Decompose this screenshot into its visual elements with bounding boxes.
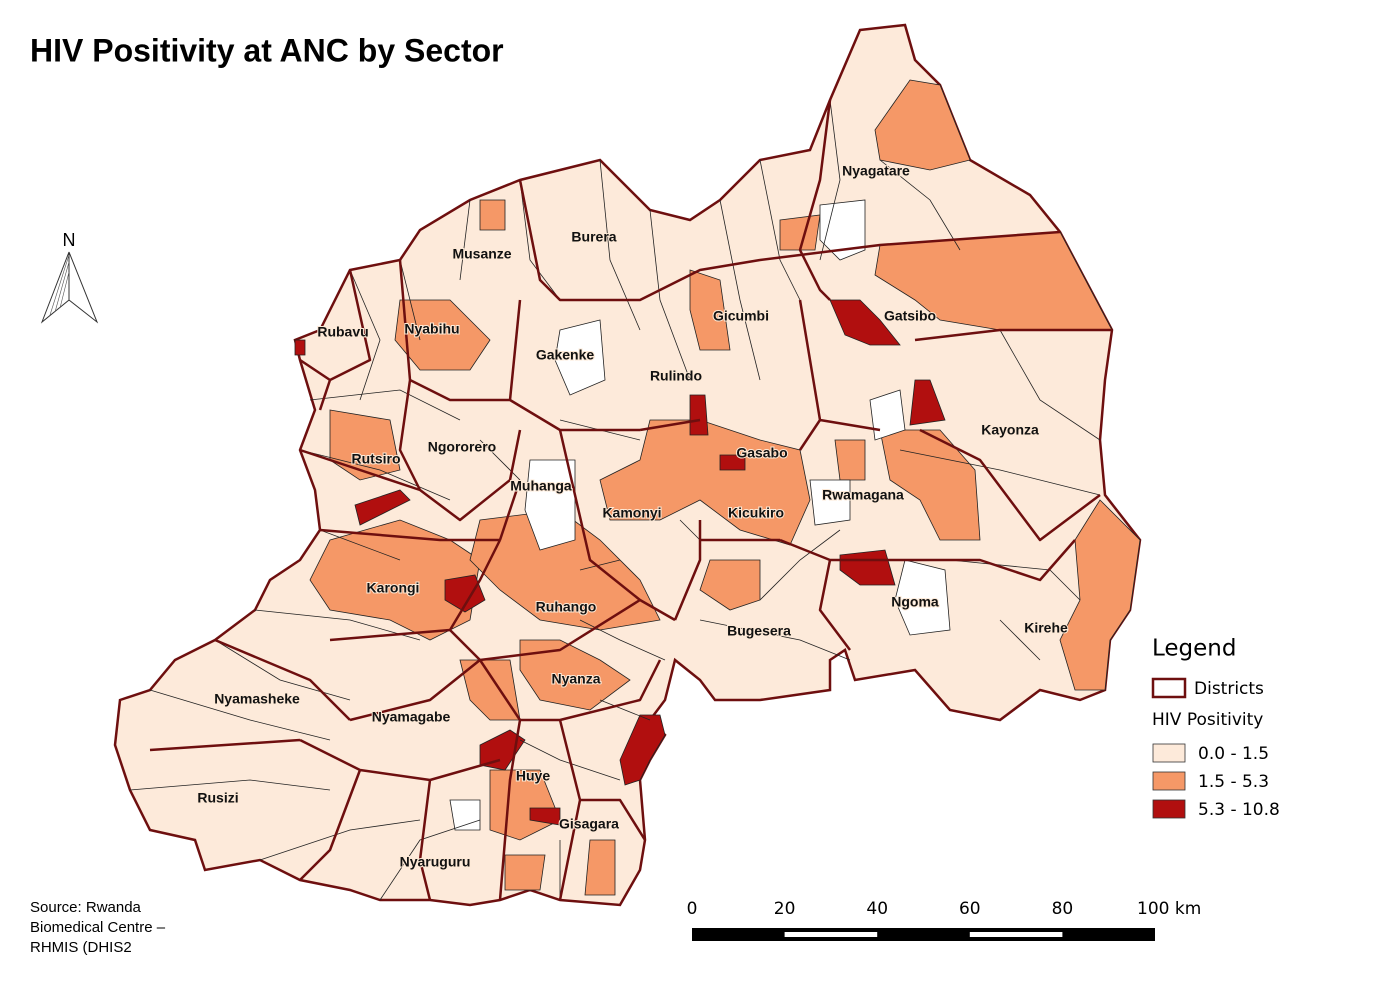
legend: Legend Districts HIV Positivity 0.0 - 1.… [1151,636,1280,820]
district-label: Ngororero [428,439,496,455]
legend-label: 0.0 - 1.5 [1198,744,1269,764]
sector [619,714,666,786]
district-label: Nyamasheke [214,691,300,707]
district-labels: Nyagatare Burera Musanze Gicumbi Gatsibo… [196,162,1069,871]
scale-bar-label: 80 [1052,899,1074,919]
sectors [294,79,1141,896]
source-note: Source: Rwanda Biomedical Centre – RHMIS (… [30,899,166,956]
scale-bar: 0 20 40 60 80 100 km [687,899,1201,941]
sector [519,639,631,711]
scale-bar-label: 100 km [1137,899,1201,919]
district-label: Muhanga [510,478,572,494]
legend-swatch [1152,743,1186,763]
district-label: Gicumbi [713,308,769,324]
district-label: Karongi [367,580,420,596]
district-label: Musanze [452,246,511,262]
legend-title: Legend [1152,636,1237,662]
scale-bar-segment [969,932,1063,937]
sector [1059,499,1141,691]
sector [779,214,821,251]
legend-label: 5.3 - 10.8 [1198,800,1280,820]
map-title: HIV Positivity at ANC by Sector [30,32,504,68]
sector [479,199,506,231]
scale-bar-frame [692,928,1155,941]
scale-bar-label: 40 [866,899,888,919]
sector [874,79,971,171]
district-label: Rutsiro [352,451,401,467]
sector [909,379,946,426]
district-label: Rwamagana [822,487,904,503]
district-label: Burera [571,229,616,245]
district-label: Kicukiro [728,505,784,521]
district-label: Nyanza [551,671,600,687]
district-label: Kayonza [981,422,1039,438]
source-line: Source: Rwanda [30,899,142,916]
no-data-area [449,799,481,831]
scale-bar-segment [784,932,878,937]
source-line: Biomedical Centre – [30,919,166,936]
district-label: Ruhango [536,599,597,615]
sector [599,419,811,546]
district-label: Kamonyi [602,505,661,521]
legend-swatch [1152,771,1186,791]
sector [529,807,561,826]
sector [394,299,491,371]
district-label: Kirehe [1024,620,1068,636]
north-arrow: N [40,230,99,324]
sector [584,839,616,896]
sector [829,299,901,346]
district-borders [149,99,1112,901]
north-label: N [63,230,76,250]
sector [459,659,521,721]
legend-swatch [1152,799,1186,819]
scale-bar-label: 60 [959,899,981,919]
district-label: Gatsibo [884,308,936,324]
district-label: Huye [516,768,550,784]
district-label: Nyamagabe [372,709,451,725]
sector [719,454,746,471]
sector [874,231,1113,331]
district-label: Nyabihu [404,321,459,337]
no-data-area [894,559,951,636]
sector [689,269,731,351]
district-label: Gasabo [736,445,787,461]
sector [504,854,546,891]
sector [329,409,401,481]
sector [689,394,709,436]
no-data-area [809,479,851,526]
source-line: RHMIS (DHIS2 [30,939,132,956]
no-data-area [869,389,906,441]
legend-label: 1.5 - 5.3 [1198,772,1269,792]
sector [469,509,661,631]
legend-swatch [1151,677,1187,699]
scale-bar-label: 20 [774,899,796,919]
legend-subtitle: HIV Positivity [1152,710,1263,730]
district-label: Nyagatare [842,163,910,179]
sector [354,489,411,526]
district-label: Rusizi [197,790,238,806]
no-data-area [554,319,606,396]
district-label: Gakenke [536,347,595,363]
district-label: Ngoma [891,594,939,610]
scale-bar-label: 0 [687,899,698,919]
sector [699,559,761,611]
sector [294,339,306,356]
district-label: Rubavu [317,324,368,340]
district-label: Nyaruguru [400,854,471,870]
legend-label: Districts [1194,679,1264,699]
sector [834,439,866,481]
district-label: Rulindo [650,368,702,384]
sector [879,429,981,541]
district-label: Bugesera [727,623,791,639]
sector [444,574,486,613]
district-label: Gisagara [559,816,619,832]
